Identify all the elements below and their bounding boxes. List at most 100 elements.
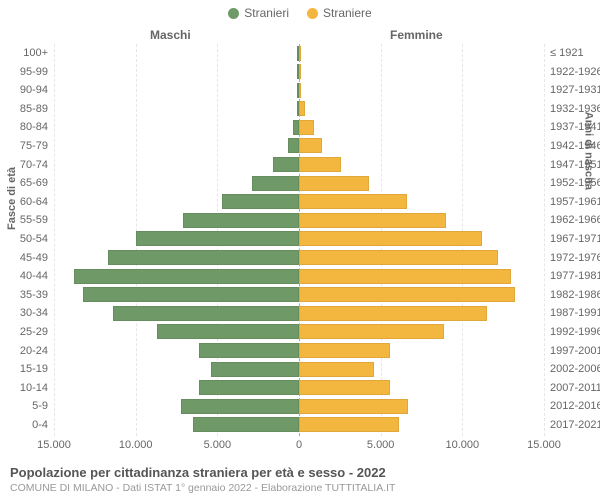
bar-male bbox=[83, 287, 299, 302]
birth-year-label: 1922-1926 bbox=[544, 63, 600, 82]
age-label: 80-84 bbox=[0, 118, 54, 137]
age-row: 0-42017-2021 bbox=[54, 416, 544, 435]
x-tick-label: 5.000 bbox=[204, 439, 232, 451]
age-label: 55-59 bbox=[0, 211, 54, 230]
age-label: 30-34 bbox=[0, 304, 54, 323]
bar-female bbox=[299, 64, 301, 79]
bar-female bbox=[299, 269, 511, 284]
birth-year-label: 2007-2011 bbox=[544, 379, 600, 398]
legend-label: Stranieri bbox=[244, 6, 289, 20]
bar-male bbox=[288, 138, 299, 153]
age-label: 75-79 bbox=[0, 137, 54, 156]
bar-male bbox=[108, 250, 299, 265]
birth-year-label: 1967-1971 bbox=[544, 230, 600, 249]
bar-female bbox=[299, 343, 390, 358]
bar-female bbox=[299, 231, 482, 246]
age-label: 15-19 bbox=[0, 360, 54, 379]
bar-female bbox=[299, 287, 515, 302]
birth-year-label: 1932-1936 bbox=[544, 100, 600, 119]
footer: Popolazione per cittadinanza straniera p… bbox=[10, 465, 395, 494]
bar-male bbox=[136, 231, 299, 246]
birth-year-label: 1992-1996 bbox=[544, 323, 600, 342]
age-row: 90-941927-1931 bbox=[54, 81, 544, 100]
birth-year-label: 1927-1931 bbox=[544, 81, 600, 100]
age-label: 50-54 bbox=[0, 230, 54, 249]
bar-female bbox=[299, 157, 341, 172]
bar-female bbox=[299, 324, 444, 339]
bar-female bbox=[299, 176, 369, 191]
age-label: 60-64 bbox=[0, 193, 54, 212]
birth-year-label: 1972-1976 bbox=[544, 249, 600, 268]
age-row: 80-841937-1941 bbox=[54, 118, 544, 137]
legend-item: Straniere bbox=[307, 6, 372, 20]
chart-subtitle: COMUNE DI MILANO - Dati ISTAT 1° gennaio… bbox=[10, 482, 395, 494]
col-header-male: Maschi bbox=[150, 28, 191, 42]
age-row: 50-541967-1971 bbox=[54, 230, 544, 249]
age-row: 65-691952-1956 bbox=[54, 174, 544, 193]
birth-year-label: 1957-1961 bbox=[544, 193, 600, 212]
col-header-female: Femmine bbox=[390, 28, 443, 42]
age-row: 55-591962-1966 bbox=[54, 211, 544, 230]
x-axis: 15.00010.0005.00005.00010.00015.000 bbox=[54, 436, 544, 456]
age-label: 40-44 bbox=[0, 267, 54, 286]
chart-title: Popolazione per cittadinanza straniera p… bbox=[10, 465, 395, 480]
birth-year-label: 2002-2006 bbox=[544, 360, 600, 379]
age-label: 85-89 bbox=[0, 100, 54, 119]
age-label: 90-94 bbox=[0, 81, 54, 100]
x-tick-label: 15.000 bbox=[527, 439, 561, 451]
legend-item: Stranieri bbox=[228, 6, 289, 20]
age-label: 100+ bbox=[0, 44, 54, 63]
birth-year-label: 1947-1951 bbox=[544, 156, 600, 175]
x-tick-label: 15.000 bbox=[37, 439, 71, 451]
age-row: 85-891932-1936 bbox=[54, 100, 544, 119]
bar-female bbox=[299, 138, 322, 153]
bar-male bbox=[211, 362, 299, 377]
age-label: 65-69 bbox=[0, 174, 54, 193]
bar-male bbox=[273, 157, 299, 172]
legend: Stranieri Straniere bbox=[0, 0, 600, 20]
bar-female bbox=[299, 83, 301, 98]
age-label: 5-9 bbox=[0, 397, 54, 416]
bar-female bbox=[299, 101, 305, 116]
age-row: 75-791942-1946 bbox=[54, 137, 544, 156]
age-row: 40-441977-1981 bbox=[54, 267, 544, 286]
bar-female bbox=[299, 380, 390, 395]
bar-male bbox=[193, 417, 299, 432]
birth-year-label: 1952-1956 bbox=[544, 174, 600, 193]
age-label: 35-39 bbox=[0, 286, 54, 305]
bar-female bbox=[299, 46, 301, 61]
bar-male bbox=[157, 324, 299, 339]
bar-male bbox=[113, 306, 299, 321]
bar-rows: 100+≤ 192195-991922-192690-941927-193185… bbox=[54, 44, 544, 434]
age-label: 45-49 bbox=[0, 249, 54, 268]
birth-year-label: 1987-1991 bbox=[544, 304, 600, 323]
age-label: 20-24 bbox=[0, 342, 54, 361]
bar-female bbox=[299, 417, 399, 432]
age-label: 0-4 bbox=[0, 416, 54, 435]
birth-year-label: 1997-2001 bbox=[544, 342, 600, 361]
birth-year-label: 1942-1946 bbox=[544, 137, 600, 156]
age-row: 20-241997-2001 bbox=[54, 342, 544, 361]
bar-male bbox=[183, 213, 299, 228]
age-label: 25-29 bbox=[0, 323, 54, 342]
age-row: 70-741947-1951 bbox=[54, 156, 544, 175]
age-row: 60-641957-1961 bbox=[54, 193, 544, 212]
bar-female bbox=[299, 194, 407, 209]
bar-male bbox=[252, 176, 299, 191]
age-label: 95-99 bbox=[0, 63, 54, 82]
birth-year-label: 1962-1966 bbox=[544, 211, 600, 230]
bar-male bbox=[74, 269, 299, 284]
bar-male bbox=[222, 194, 299, 209]
age-row: 100+≤ 1921 bbox=[54, 44, 544, 63]
plot-area: 100+≤ 192195-991922-192690-941927-193185… bbox=[54, 44, 544, 436]
age-label: 70-74 bbox=[0, 156, 54, 175]
age-row: 10-142007-2011 bbox=[54, 379, 544, 398]
bar-female bbox=[299, 362, 374, 377]
birth-year-label: 1982-1986 bbox=[544, 286, 600, 305]
age-row: 95-991922-1926 bbox=[54, 63, 544, 82]
x-tick-label: 5.000 bbox=[367, 439, 395, 451]
birth-year-label: 2017-2021 bbox=[544, 416, 600, 435]
bar-male bbox=[199, 380, 299, 395]
bar-female bbox=[299, 120, 314, 135]
age-row: 35-391982-1986 bbox=[54, 286, 544, 305]
